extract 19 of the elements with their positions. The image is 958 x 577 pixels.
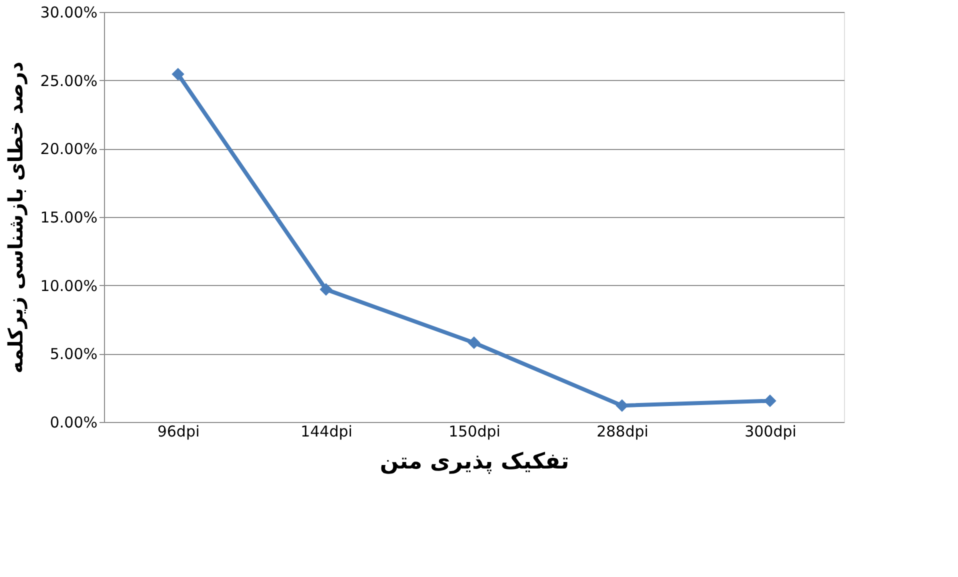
y-axis-title: درصد خطای بازشناسی زیرکلمه bbox=[3, 62, 28, 374]
x-tick-label: 300dpi bbox=[744, 422, 796, 440]
point bbox=[616, 399, 628, 412]
x-tick-label: 150dpi bbox=[448, 422, 500, 440]
y-tick-label: 0.00% bbox=[50, 414, 98, 432]
y-tick-label: 15.00% bbox=[40, 208, 98, 226]
point bbox=[764, 394, 776, 408]
y-tick-label: 30.00% bbox=[40, 4, 98, 22]
point bbox=[320, 283, 332, 296]
y-tick-label: 20.00% bbox=[40, 140, 98, 158]
x-tick-label: 288dpi bbox=[596, 422, 648, 440]
y-tick-label: 10.00% bbox=[40, 276, 98, 295]
x-tick-label: 96dpi bbox=[157, 422, 200, 440]
y-tick-label: 5.00% bbox=[50, 345, 98, 364]
x-tick-label: 144dpi bbox=[300, 422, 352, 440]
y-tick-label: 25.00% bbox=[40, 72, 98, 90]
point bbox=[172, 68, 184, 81]
x-axis-title: تفکیک پذیری متن bbox=[380, 450, 570, 474]
point bbox=[468, 336, 480, 350]
